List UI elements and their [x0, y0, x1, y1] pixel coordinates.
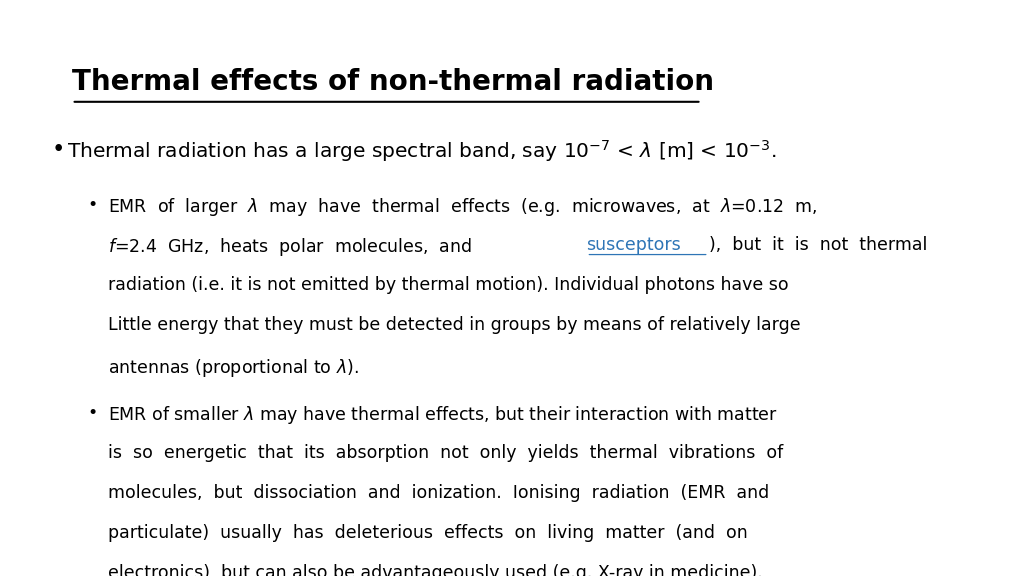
Text: antennas (proportional to $\lambda$).: antennas (proportional to $\lambda$).: [108, 357, 358, 378]
Text: electronics), but can also be advantageously used (e.g. X-ray in medicine).: electronics), but can also be advantageo…: [108, 564, 762, 576]
Text: $f$=2.4  GHz,  heats  polar  molecules,  and: $f$=2.4 GHz, heats polar molecules, and: [108, 236, 478, 258]
Text: EMR  of  larger  $\lambda$  may  have  thermal  effects  (e.g.  microwaves,  at : EMR of larger $\lambda$ may have thermal…: [108, 196, 817, 218]
Text: Thermal radiation has a large spectral band, say $\mathregular{10^{-7}}$ < $\lam: Thermal radiation has a large spectral b…: [67, 138, 776, 164]
Text: •: •: [51, 138, 65, 161]
Text: •: •: [87, 404, 97, 422]
Text: ),  but  it  is  not  thermal: ), but it is not thermal: [709, 236, 927, 254]
Text: is  so  energetic  that  its  absorption  not  only  yields  thermal  vibrations: is so energetic that its absorption not …: [108, 444, 782, 462]
Text: susceptors: susceptors: [587, 236, 681, 254]
Text: •: •: [87, 196, 97, 214]
Text: Thermal effects of non-thermal radiation: Thermal effects of non-thermal radiation: [72, 68, 714, 96]
Text: EMR of smaller $\lambda$ may have thermal effects, but their interaction with ma: EMR of smaller $\lambda$ may have therma…: [108, 404, 777, 426]
Text: particulate)  usually  has  deleterious  effects  on  living  matter  (and  on: particulate) usually has deleterious eff…: [108, 524, 748, 542]
Text: radiation (i.e. it is not emitted by thermal motion). Individual photons have so: radiation (i.e. it is not emitted by the…: [108, 276, 788, 294]
Text: molecules,  but  dissociation  and  ionization.  Ionising  radiation  (EMR  and: molecules, but dissociation and ionizati…: [108, 484, 769, 502]
Text: Little energy that they must be detected in groups by means of relatively large: Little energy that they must be detected…: [108, 316, 800, 335]
